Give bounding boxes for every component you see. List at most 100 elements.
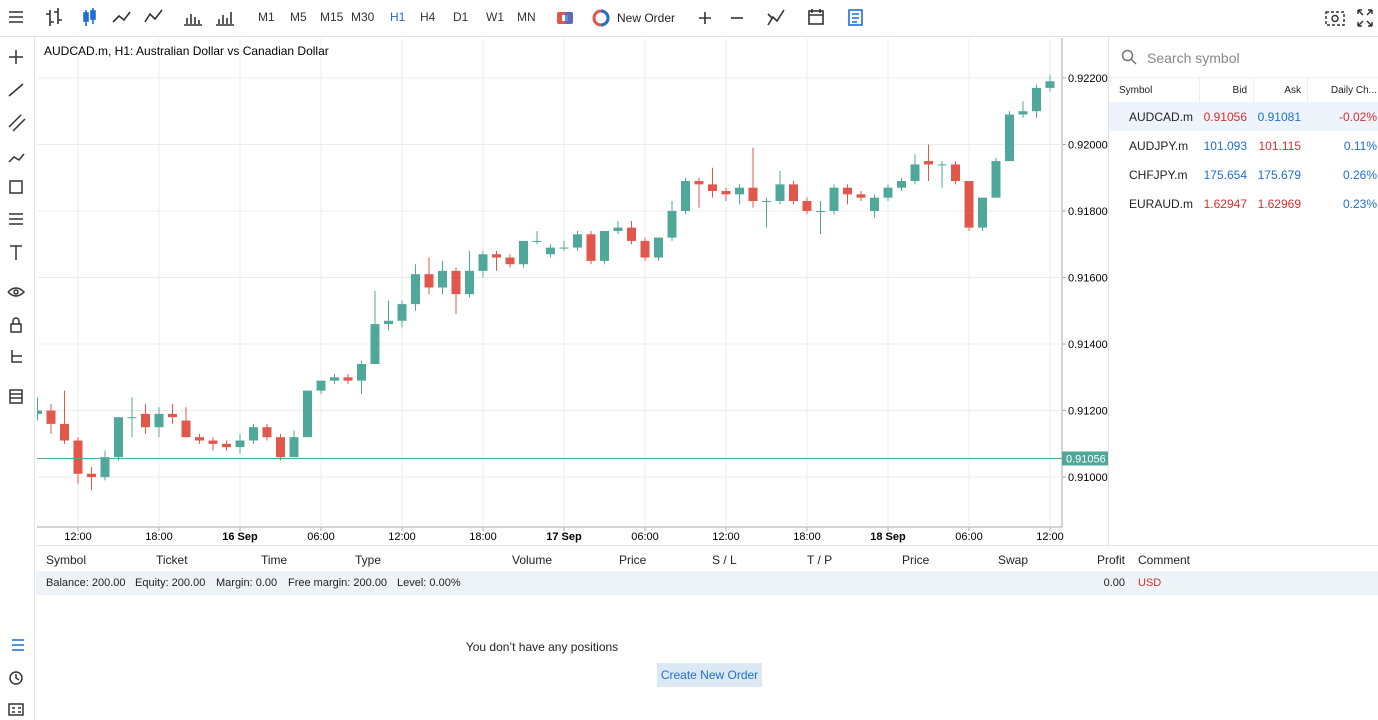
oneclick-icon[interactable] <box>555 8 577 28</box>
candle-body <box>762 201 771 202</box>
history-icon[interactable] <box>9 671 23 685</box>
notes-icon[interactable] <box>848 9 863 26</box>
candle-body <box>451 270 461 295</box>
crosshair-icon[interactable] <box>9 50 23 64</box>
summary-item: Balance: 200.00 <box>46 577 126 589</box>
x-tick-label: 17 Sep <box>546 531 582 543</box>
zoom-in-icon[interactable] <box>699 12 711 24</box>
candle-body <box>843 187 852 195</box>
toolbar-icons <box>9 8 234 26</box>
trade-tab-icon[interactable] <box>12 639 24 651</box>
volumes-icon[interactable] <box>184 14 202 26</box>
ticks-icon[interactable] <box>216 12 234 26</box>
column-header: Profit <box>1097 553 1126 567</box>
watchlist-row[interactable]: AUDCAD.m 0.91056 0.91081 -0.02% <box>1109 102 1378 131</box>
indicators-icon[interactable] <box>767 9 785 26</box>
candle-body <box>384 320 393 325</box>
timeframe-button[interactable]: H4 <box>420 10 436 24</box>
fullscreen-icon[interactable] <box>1357 9 1373 27</box>
shapes-icon[interactable] <box>9 180 23 194</box>
timeframe-button[interactable]: W1 <box>486 10 504 24</box>
timeframe-button[interactable]: H1 <box>390 10 406 24</box>
candle-body <box>694 181 704 185</box>
timeframe-button[interactable]: M15 <box>320 10 344 24</box>
column-header: Bid <box>1232 85 1247 96</box>
timeframe-button[interactable]: M5 <box>290 10 307 24</box>
candle-body <box>397 304 407 321</box>
calendar-icon[interactable] <box>808 10 824 25</box>
search-input[interactable]: Search symbol <box>1147 50 1240 66</box>
x-tick-label: 18:00 <box>793 531 821 543</box>
x-tick-label: 18:00 <box>145 531 173 543</box>
ask: 0.91081 <box>1257 110 1301 124</box>
x-tick-label: 06:00 <box>307 531 335 543</box>
line-icon[interactable] <box>112 11 131 23</box>
candle-body <box>978 197 987 228</box>
objects-icon[interactable] <box>11 350 22 363</box>
candle-body <box>235 440 245 448</box>
column-divider <box>1307 78 1308 103</box>
candle-body <box>573 234 582 248</box>
candle-body <box>181 420 191 438</box>
column-header: Ask <box>1284 85 1301 96</box>
candles <box>37 74 1055 491</box>
layers-icon[interactable] <box>9 389 23 404</box>
candle-body <box>586 234 596 261</box>
candle-body <box>667 210 677 238</box>
candle-body <box>964 181 974 228</box>
symbol: AUDJPY.m <box>1129 139 1189 153</box>
watchlist-row[interactable]: AUDJPY.m 101.093 101.115 0.11% <box>1109 131 1378 160</box>
column-header: Comment <box>1138 553 1191 567</box>
symbol: AUDCAD.m <box>1129 110 1194 124</box>
trendline-icon[interactable] <box>8 83 24 97</box>
text-icon[interactable] <box>10 245 22 260</box>
screenshot-icon[interactable] <box>1325 11 1345 26</box>
polyline-icon[interactable] <box>8 153 25 163</box>
candles-icon[interactable] <box>83 12 89 22</box>
watchlist-row[interactable]: EURAUD.m 1.62947 1.62969 0.23% <box>1109 189 1378 218</box>
candle-body <box>924 161 933 165</box>
channel-icon[interactable] <box>8 114 26 132</box>
candle-body <box>438 270 447 288</box>
candle-body <box>357 364 366 381</box>
timeframe-button[interactable]: M30 <box>351 10 375 24</box>
price-label: 0.91056 <box>1066 453 1106 465</box>
new-order-button[interactable]: New Order <box>617 11 676 25</box>
timeframe-button[interactable]: M1 <box>258 10 275 24</box>
candle-body <box>249 427 258 441</box>
candle-body <box>195 437 204 441</box>
watchlist-row[interactable]: CHFJPY.m 175.654 175.679 0.26% <box>1109 160 1378 189</box>
eye-icon[interactable] <box>7 287 26 297</box>
area-icon[interactable] <box>144 9 163 23</box>
positions-panel: Symbol Ticket Time Type Volume Price S / L T / … <box>36 545 1378 720</box>
menu-icon[interactable] <box>9 11 23 23</box>
y-tick-label: 0.92200 <box>1068 73 1108 85</box>
y-tick-label: 0.91200 <box>1068 406 1108 418</box>
candle-body <box>654 237 663 258</box>
create-order-button[interactable]: Create New Order <box>657 663 762 687</box>
candle-body <box>627 227 636 241</box>
candle-body <box>748 187 758 201</box>
candle-body <box>640 240 650 258</box>
candle-body <box>951 164 960 182</box>
column-header: Type <box>355 553 382 567</box>
timeframe-button[interactable]: D1 <box>453 10 469 24</box>
y-tick-label: 0.92000 <box>1068 139 1108 151</box>
candle-body <box>775 184 785 201</box>
fibo-icon[interactable] <box>9 213 23 225</box>
candle-body <box>802 201 812 211</box>
candle-body <box>330 377 339 381</box>
candle-body <box>505 257 515 265</box>
x-tick-label: 12:00 <box>712 531 740 543</box>
y-tick-label: 0.91600 <box>1068 273 1108 285</box>
bars-icon[interactable] <box>46 8 62 26</box>
bid: 175.654 <box>1203 168 1247 182</box>
journal-icon[interactable] <box>8 703 24 716</box>
timeframe-button[interactable]: MN <box>517 10 536 24</box>
candle-body <box>816 210 825 212</box>
new-order-icon[interactable] <box>592 9 610 27</box>
lock-icon[interactable] <box>10 323 22 333</box>
candle-body <box>546 247 555 255</box>
candle-body <box>154 413 164 428</box>
candle-body <box>1005 114 1014 162</box>
